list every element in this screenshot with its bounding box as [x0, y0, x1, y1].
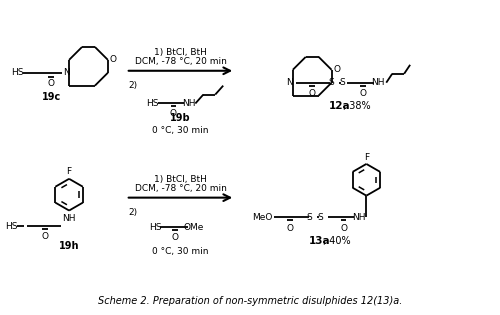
Text: HS: HS — [12, 68, 24, 77]
Text: O: O — [48, 79, 54, 88]
Text: S: S — [328, 78, 334, 87]
Text: S: S — [307, 213, 312, 222]
Text: 19b: 19b — [170, 113, 191, 123]
Text: DCM, -78 °C, 20 min: DCM, -78 °C, 20 min — [134, 184, 226, 193]
Text: F: F — [364, 152, 369, 162]
Text: 1) BtCl, BtH: 1) BtCl, BtH — [154, 175, 207, 184]
Text: , 38%: , 38% — [342, 101, 370, 112]
Text: N: N — [62, 68, 70, 77]
Text: 12a: 12a — [328, 101, 350, 112]
Text: DCM, -78 °C, 20 min: DCM, -78 °C, 20 min — [134, 57, 226, 66]
Text: 2): 2) — [129, 81, 138, 90]
Text: 2): 2) — [129, 208, 138, 217]
Text: O: O — [172, 233, 179, 242]
Text: Scheme 2. Preparation of non-symmetric disulphides 12(13)a.: Scheme 2. Preparation of non-symmetric d… — [98, 296, 402, 306]
Text: F: F — [66, 167, 71, 176]
Text: O: O — [286, 224, 294, 233]
Text: 19h: 19h — [59, 241, 80, 251]
Text: O: O — [333, 65, 340, 74]
Text: NH: NH — [182, 99, 195, 108]
Text: O: O — [308, 89, 315, 98]
Text: HS: HS — [5, 222, 18, 231]
Text: N: N — [286, 78, 293, 87]
Text: 0 °C, 30 min: 0 °C, 30 min — [152, 247, 208, 256]
Text: HS: HS — [146, 99, 158, 108]
Text: O: O — [340, 224, 347, 233]
Text: O: O — [110, 55, 116, 64]
Text: HS: HS — [148, 223, 161, 232]
Text: O: O — [170, 109, 177, 118]
Text: OMe: OMe — [183, 223, 204, 232]
Text: O: O — [42, 232, 48, 241]
Text: , 40%: , 40% — [322, 236, 350, 246]
Text: S: S — [318, 213, 324, 222]
Text: 0 °C, 30 min: 0 °C, 30 min — [152, 126, 208, 135]
Text: NH: NH — [352, 213, 365, 222]
Text: NH: NH — [62, 214, 76, 223]
Text: 19c: 19c — [42, 92, 61, 101]
Text: 1) BtCl, BtH: 1) BtCl, BtH — [154, 49, 207, 57]
Text: O: O — [360, 89, 367, 98]
Text: NH: NH — [372, 78, 385, 87]
Text: MeO: MeO — [252, 213, 272, 222]
Text: 13a: 13a — [309, 236, 330, 246]
Text: S: S — [340, 78, 345, 87]
